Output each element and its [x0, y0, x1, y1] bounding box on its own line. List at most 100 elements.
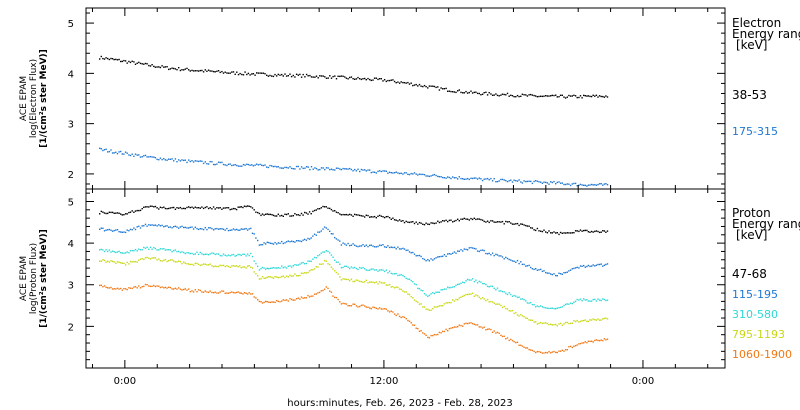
data-point: [457, 90, 459, 92]
data-point: [173, 160, 175, 162]
data-point: [543, 352, 545, 354]
data-point: [302, 214, 304, 216]
data-point: [325, 250, 327, 252]
data-point: [315, 75, 318, 77]
data-point: [107, 250, 109, 253]
data-point: [405, 291, 407, 293]
legend-entry: 1060-1900: [732, 348, 792, 361]
data-point: [468, 219, 470, 221]
data-point: [149, 205, 152, 207]
data-point: [595, 94, 598, 96]
data-point: [202, 162, 205, 165]
data-point: [327, 167, 329, 169]
data-point: [528, 180, 530, 182]
data-point: [337, 273, 339, 275]
data-point: [521, 223, 524, 225]
data-point: [204, 161, 206, 163]
data-point: [463, 323, 465, 325]
data-point: [571, 322, 573, 324]
data-point: [129, 250, 132, 252]
data-point: [520, 181, 522, 183]
data-point: [259, 72, 261, 74]
data-point: [141, 225, 143, 227]
data-point: [382, 308, 384, 310]
data-point: [548, 324, 550, 326]
data-point: [237, 73, 240, 76]
data-point: [423, 258, 426, 261]
data-point: [528, 94, 530, 96]
data-point: [393, 246, 396, 249]
data-point: [556, 181, 558, 184]
data-point: [305, 166, 308, 168]
data-point: [355, 245, 358, 247]
data-point: [458, 297, 460, 299]
data-point: [483, 249, 485, 252]
data-point: [327, 250, 329, 253]
data-point: [253, 233, 255, 235]
data-point: [307, 294, 309, 297]
data-point: [400, 316, 402, 319]
data-point: [128, 60, 130, 63]
data-point: [545, 95, 547, 97]
data-point: [146, 63, 148, 65]
data-point: [189, 263, 191, 266]
data-point: [219, 161, 221, 164]
data-point: [428, 294, 431, 297]
data-point: [120, 60, 122, 63]
data-point: [342, 167, 344, 170]
data-point: [398, 219, 401, 221]
data-point: [255, 297, 257, 299]
data-point: [174, 158, 177, 160]
data-point: [340, 244, 343, 246]
data-point: [199, 207, 201, 209]
data-point: [515, 311, 517, 314]
data-point: [274, 241, 276, 244]
data-point: [561, 94, 563, 96]
data-point: [111, 260, 114, 263]
data-point: [420, 303, 422, 305]
data-point: [285, 241, 288, 243]
data-point: [521, 298, 524, 300]
data-point: [387, 79, 389, 82]
data-point: [161, 248, 163, 250]
data-point: [505, 256, 507, 259]
data-point: [589, 340, 591, 343]
data-point: [589, 184, 591, 186]
data-point: [156, 207, 158, 209]
data-point: [124, 213, 127, 215]
data-point: [390, 310, 392, 312]
data-point: [202, 228, 205, 231]
data-point: [475, 294, 477, 296]
data-point: [156, 66, 158, 68]
data-point: [197, 160, 200, 163]
data-point: [261, 72, 263, 74]
data-point: [528, 348, 530, 351]
data-point: [355, 279, 358, 281]
data-point: [564, 303, 567, 306]
data-point: [393, 287, 396, 289]
data-point: [347, 266, 349, 268]
data-point: [344, 168, 346, 170]
data-point: [521, 93, 524, 95]
data-point: [473, 280, 475, 283]
data-point: [483, 178, 485, 180]
data-point: [323, 206, 326, 208]
data-point: [388, 171, 391, 173]
data-point: [503, 179, 505, 181]
data-point: [126, 288, 128, 291]
data-point: [427, 336, 429, 339]
data-point: [139, 156, 142, 158]
data-point: [139, 249, 142, 251]
data-point: [332, 169, 334, 171]
data-point: [427, 175, 429, 177]
data-point: [161, 224, 163, 227]
data-point: [545, 307, 547, 309]
data-point: [551, 94, 553, 97]
data-point: [276, 276, 278, 278]
data-point: [312, 258, 314, 260]
data-point: [594, 265, 596, 267]
data-point: [304, 263, 306, 265]
data-point: [176, 69, 178, 71]
legend-title-line: Energy range: [732, 27, 800, 41]
data-point: [566, 303, 568, 305]
